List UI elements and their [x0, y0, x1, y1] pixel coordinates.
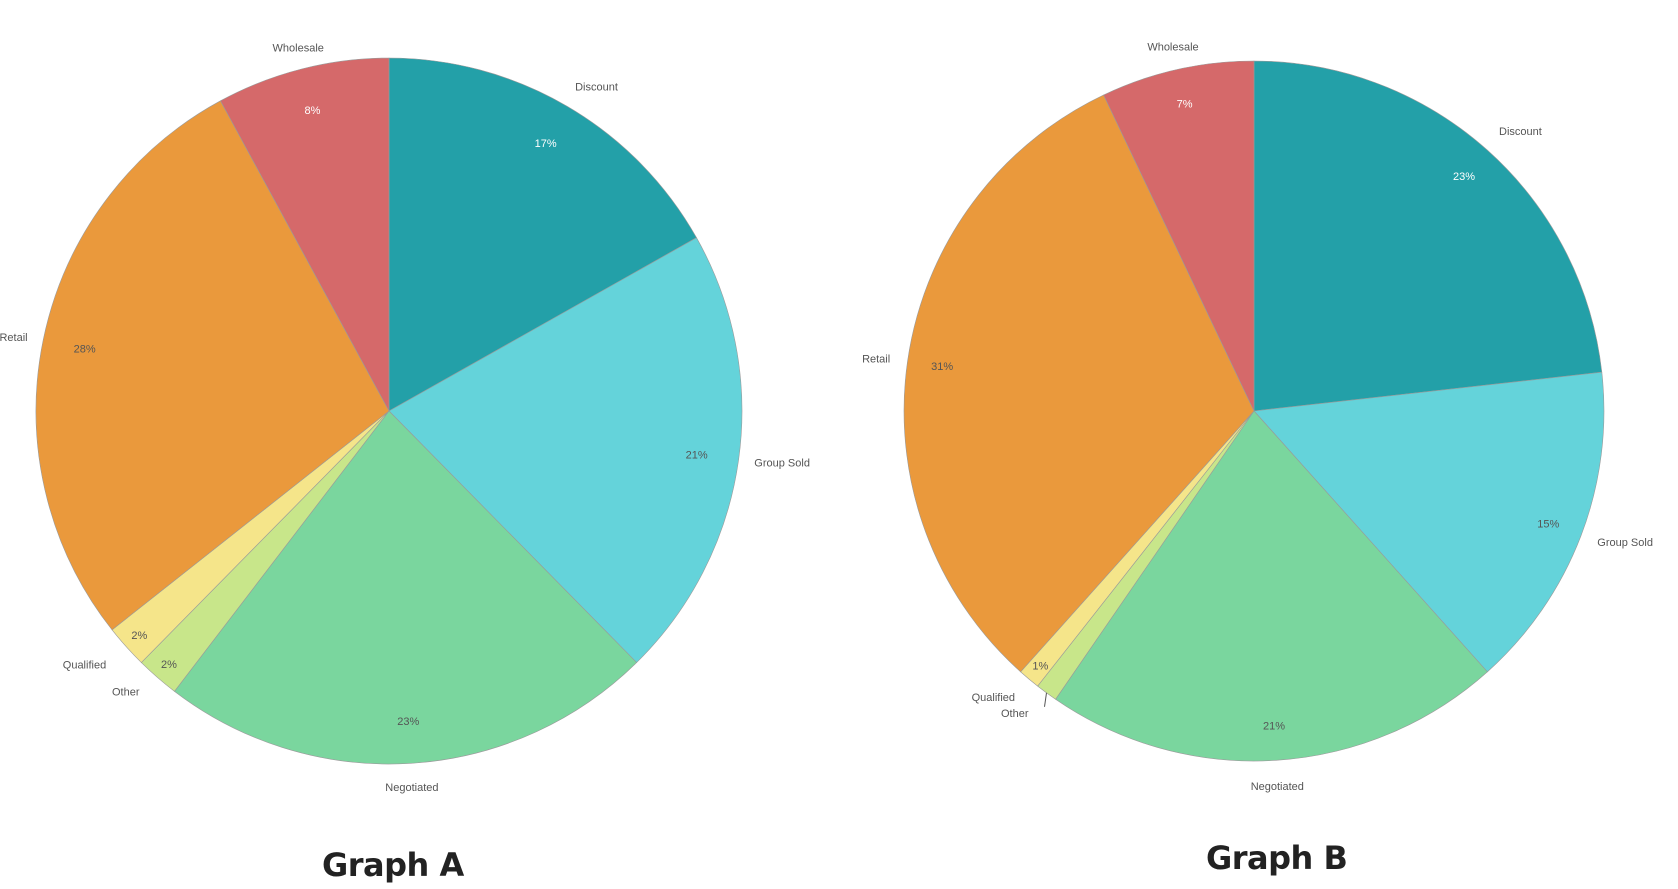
graph-a-pct-label-qualified: 2% — [131, 630, 147, 642]
graph-a-slice-retail — [35, 100, 390, 631]
graph-b-category-label-other: Other — [1001, 708, 1029, 720]
graph-a-title: Graph A — [322, 846, 464, 884]
graph-a-slice-negotiated — [174, 410, 638, 765]
pie-chart-graph-a: 17% Discount 21% Group Sold 23% Negotiated 2% O… — [0, 43, 810, 795]
graph-b-slice-discount — [1253, 60, 1603, 412]
graph-a-pct-label-group-sold: 21% — [686, 449, 708, 461]
graph-a-pct-label-retail: 28% — [74, 344, 96, 356]
graph-b-category-label-qualified: Qualified — [972, 692, 1015, 704]
graph-a-slice-group-sold — [388, 237, 743, 663]
graph-b-category-label-wholesale: Wholesale — [1147, 42, 1198, 54]
graph-b-category-label-negotiated: Negotiated — [1251, 781, 1304, 793]
graph-a-pct-label-wholesale: 8% — [305, 105, 321, 117]
pie-chart-graph-b: 23% Discount 15% Group Sold 21% Negotiated Oth… — [862, 42, 1653, 793]
graph-a-pct-label-discount: 17% — [535, 138, 557, 150]
graph-b-slice-group-sold — [1253, 371, 1605, 673]
graph-a-slice-wholesale — [220, 57, 390, 412]
graph-b-pct-label-discount: 23% — [1453, 171, 1475, 183]
graph-b-pct-label-qualified: 1% — [1032, 661, 1048, 673]
graph-a-category-label-group-sold: Group Sold — [754, 458, 810, 470]
graph-b-title: Graph B — [1206, 839, 1348, 877]
graph-b-category-label-group-sold: Group Sold — [1597, 537, 1653, 549]
graph-a-category-label-retail: Retail — [0, 332, 28, 344]
graph-a-category-label-wholesale: Wholesale — [273, 43, 324, 55]
graph-b-leader-other — [1044, 692, 1047, 707]
graph-b-category-label-discount: Discount — [1499, 126, 1542, 138]
graph-a-slice-discount — [388, 57, 697, 412]
graph-b-pct-label-retail: 31% — [931, 361, 953, 373]
graph-b-pct-label-wholesale: 7% — [1177, 99, 1193, 111]
graph-a-category-label-negotiated: Negotiated — [385, 782, 438, 794]
graph-b-slice-negotiated — [1055, 410, 1488, 762]
graph-a-category-label-qualified: Qualified — [63, 660, 106, 672]
graph-a-category-label-discount: Discount — [575, 82, 618, 94]
graph-b-category-label-retail: Retail — [862, 354, 890, 366]
graph-b-pct-label-group-sold: 15% — [1537, 518, 1559, 530]
graph-b-pct-label-negotiated: 21% — [1263, 720, 1285, 732]
graph-b-slice-retail — [903, 94, 1255, 673]
graph-a-pct-label-other: 2% — [161, 659, 177, 671]
graph-a-pct-label-negotiated: 23% — [397, 716, 419, 728]
graph-b-slice-wholesale — [1103, 60, 1255, 412]
graph-a-category-label-other: Other — [112, 687, 140, 699]
